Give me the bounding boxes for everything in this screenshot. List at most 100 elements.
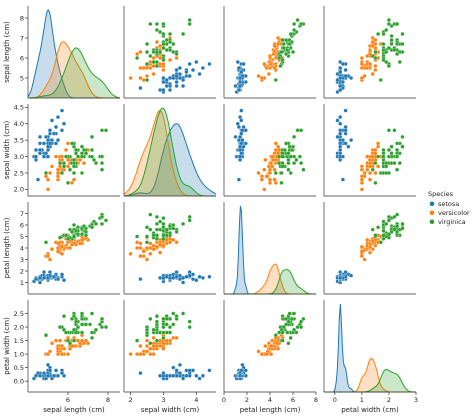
point-virginica [164,227,169,232]
point-virginica [79,311,85,316]
point-virginica [277,161,282,166]
point-setosa [61,278,67,283]
panel-r1-c0 [27,104,120,197]
point-setosa [55,115,61,120]
kde-fill-versicolor [224,263,316,294]
point-virginica [287,311,292,316]
point-virginica [295,325,300,330]
point-virginica [381,31,386,37]
x-tick-label: 3 [161,396,165,404]
point-versicolor [128,251,133,256]
point-setosa [37,373,43,378]
point-virginica [161,325,166,330]
point-virginica [158,29,163,35]
point-virginica [299,161,304,166]
point-virginica [384,164,389,169]
point-virginica [71,327,77,332]
point-virginica [281,45,286,51]
point-virginica [389,229,394,234]
point-virginica [286,151,291,156]
point-virginica [299,319,304,324]
point-versicolor [276,346,281,351]
point-setosa [187,270,192,275]
point-versicolor [376,164,381,169]
point-virginica [167,224,173,229]
point-virginica [187,218,192,223]
point-versicolor [256,170,261,176]
point-setosa [181,280,186,285]
point-virginica [67,341,73,346]
y-tick-label: 0.5 [14,364,24,372]
point-setosa [233,83,238,89]
point-setosa [45,154,51,159]
point-virginica [294,157,299,162]
point-virginica [89,154,95,159]
point-setosa [335,134,340,139]
point-virginica [161,225,166,230]
point-setosa [171,365,176,370]
point-virginica [281,41,286,47]
point-virginica [81,147,87,153]
kde-fill-setosa [224,206,316,294]
x-tick-label: 2 [387,396,391,404]
point-setosa [238,79,243,85]
point-setosa [338,121,343,126]
point-versicolor [154,343,159,349]
point-versicolor [148,346,153,351]
point-versicolor [269,343,274,349]
point-versicolor [161,67,166,73]
point-setosa [184,373,189,378]
point-virginica [135,234,140,239]
panel-r0-c0 [27,6,121,99]
point-virginica [386,147,391,153]
point-versicolor [264,352,269,357]
point-versicolor [373,63,378,69]
point-versicolor [259,352,264,357]
point-virginica [171,41,176,47]
point-virginica [373,161,378,166]
point-setosa [171,75,176,81]
point-virginica [287,144,292,149]
point-virginica [288,31,293,37]
point-setosa [161,275,166,280]
point-versicolor [167,57,173,63]
point-virginica [67,167,73,172]
point-virginica [89,330,95,335]
point-setosa [138,277,143,282]
point-setosa [161,87,166,93]
point-versicolor [267,180,273,185]
kde-line-virginica [28,47,121,99]
point-setosa [161,79,166,85]
point-setosa [338,65,343,71]
point-setosa [35,177,41,182]
point-virginica [386,21,391,27]
point-virginica [65,180,71,185]
point-virginica [292,27,297,33]
point-setosa [45,144,51,149]
x-axis-label: sepal length (cm) [43,406,105,414]
point-setosa [161,75,166,81]
point-virginica [284,316,289,321]
point-virginica [154,338,159,343]
point-versicolor [266,71,271,77]
point-virginica [43,170,49,176]
y-tick-label: 2.0 [14,323,24,331]
y-tick-label: 6 [20,54,24,62]
point-virginica [167,316,173,321]
point-virginica [280,338,285,343]
point-virginica [164,322,169,327]
point-virginica [395,147,400,153]
y-tick-label: 0.0 [14,377,24,385]
point-versicolor [267,53,273,59]
point-virginica [381,233,386,238]
point-versicolor [370,239,375,244]
point-virginica [93,161,99,166]
point-versicolor [151,55,156,61]
point-virginica [284,322,289,327]
point-versicolor [158,250,163,255]
point-setosa [51,373,57,378]
point-virginica [57,161,63,166]
y-tick-label: 2.5 [14,310,24,318]
point-versicolor [259,75,264,81]
